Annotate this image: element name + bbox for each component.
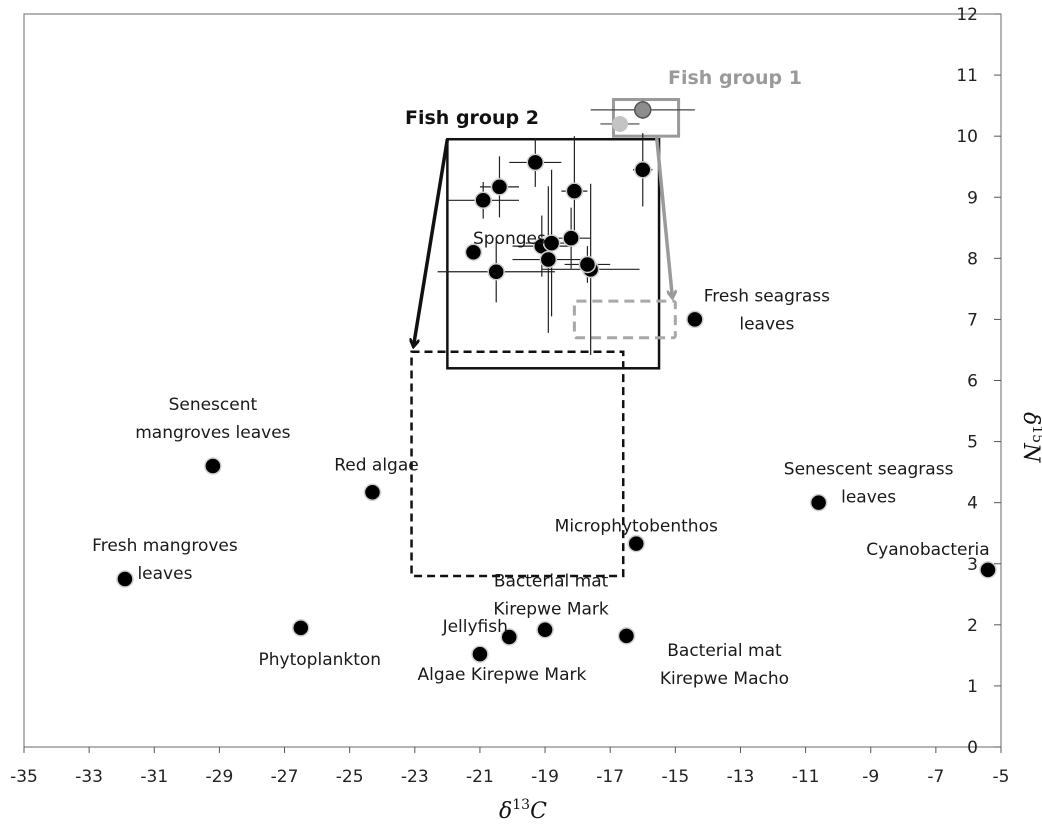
y-tick-label: 11 bbox=[956, 66, 978, 86]
data-points bbox=[116, 101, 997, 663]
source-label-red-algae: Red algae bbox=[334, 455, 419, 475]
source-point-fresh-seagrass-leaves bbox=[686, 310, 704, 329]
source-point-senescent-mangroves-leaves bbox=[204, 457, 222, 475]
x-tick-label: -5 bbox=[993, 767, 1010, 787]
x-tick-label: -11 bbox=[792, 767, 820, 787]
x-tick-label: -7 bbox=[927, 767, 944, 787]
source-label-senescent-mangroves-leaves: Senescent mangroves leaves bbox=[135, 395, 290, 443]
x-tick-label: -31 bbox=[140, 767, 168, 787]
source-label-jellyfish: Jellyfish bbox=[442, 617, 508, 637]
x-tick-label: -33 bbox=[75, 767, 103, 787]
source-label-sponges: Sponges bbox=[473, 229, 546, 249]
y-tick-label: 3 bbox=[967, 555, 978, 575]
x-tick-label: -27 bbox=[271, 767, 299, 787]
y-tick-label: 7 bbox=[967, 310, 978, 330]
fish-group-2-point bbox=[474, 191, 492, 210]
x-tick-label: -19 bbox=[531, 767, 559, 787]
source-label-algae-kirepwe-mark: Algae Kirepwe Mark bbox=[418, 665, 587, 685]
fish-group-1-shift-arrow bbox=[654, 135, 673, 297]
source-point-jellyfish bbox=[500, 628, 518, 646]
y-tick-label: 2 bbox=[967, 616, 978, 636]
plot-frame bbox=[23, 13, 1002, 748]
fish-group-2-point bbox=[562, 229, 580, 247]
x-tick-label: -17 bbox=[596, 767, 624, 787]
y-tick-label: 0 bbox=[967, 738, 978, 758]
fish-group-2-point bbox=[542, 234, 561, 252]
source-point-red-algae bbox=[363, 483, 382, 502]
source-point-bacterial-mat-kirepwe-mark bbox=[536, 620, 554, 639]
source-point-bacterial-mat-kirepwe-macho bbox=[617, 627, 636, 645]
fish-group-1-point bbox=[611, 115, 628, 132]
source-point-algae-kirepwe-mark bbox=[471, 645, 489, 663]
source-point-cyanobacteria bbox=[979, 561, 997, 579]
fish-group-2-point bbox=[539, 250, 558, 269]
source-point-phytoplankton bbox=[292, 619, 310, 637]
fish-group-1-dashed-box bbox=[572, 299, 677, 340]
fish-group-2-point bbox=[578, 255, 597, 274]
source-point-microphytobenthos bbox=[627, 534, 646, 553]
y-tick-label: 4 bbox=[967, 494, 978, 514]
x-tick-label: -23 bbox=[401, 767, 429, 787]
source-point-senescent-seagrass-leaves bbox=[809, 493, 828, 512]
x-tick-label: -13 bbox=[727, 767, 755, 787]
source-label-bacterial-mat-kirepwe-mark: Bacterial mat Kirepwe Mark bbox=[493, 572, 609, 620]
x-tick-label: -9 bbox=[862, 767, 879, 787]
fish-group-1-point bbox=[634, 101, 652, 119]
x-axis-ticks: -35 -33 -31 -29 -27 -25 -23 -21 -19 -17 -15 -13 -11 -… bbox=[10, 747, 1009, 787]
y-tick-label: 8 bbox=[967, 249, 978, 269]
source-label-fresh-mangroves-leaves: Fresh mangroves leaves bbox=[92, 536, 238, 584]
y-tick-label: 1 bbox=[967, 677, 978, 697]
fish-group-2-shift-arrow bbox=[414, 138, 450, 346]
source-label-cyanobacteria: Cyanobacteria bbox=[866, 540, 989, 560]
y-tick-label: 5 bbox=[967, 433, 978, 453]
y-tick-label: 10 bbox=[956, 127, 978, 147]
point-labels: Senescent mangroves leaves Red algae Fresh … bbox=[92, 229, 989, 689]
source-label-phytoplankton: Phytoplankton bbox=[259, 650, 382, 670]
fish-group-2-box bbox=[446, 137, 661, 370]
x-tick-label: -29 bbox=[206, 767, 234, 787]
x-tick-label: -25 bbox=[336, 767, 364, 787]
fish-group-boxes bbox=[410, 98, 681, 578]
source-label-bacterial-mat-kirepwe-macho: Bacterial mat Kirepwe Macho bbox=[660, 641, 789, 689]
fish-group-2-point bbox=[565, 182, 584, 200]
source-label-senescent-seagrass-leaves: Senescent seagrass leaves bbox=[784, 460, 954, 508]
fish-group-2-label: Fish group 2 bbox=[405, 107, 539, 129]
fish-group-2-point bbox=[526, 153, 545, 172]
source-point-fresh-mangroves-leaves bbox=[116, 570, 134, 588]
fish-group-2-point bbox=[634, 161, 652, 179]
x-tick-label: -35 bbox=[10, 767, 38, 787]
x-tick-label: -15 bbox=[661, 767, 689, 787]
fish-group-2-point bbox=[490, 178, 509, 196]
fish-group-2-dashed-box bbox=[410, 350, 625, 578]
y-tick-label: 6 bbox=[967, 372, 978, 392]
y-axis-title: δ15N bbox=[1018, 412, 1042, 463]
y-tick-label: 12 bbox=[956, 5, 978, 25]
source-label-fresh-seagrass-leaves: Fresh seagrass leaves bbox=[704, 286, 830, 334]
fish-group-1-box bbox=[611, 98, 681, 138]
fish-group-1-label: Fish group 1 bbox=[668, 67, 802, 89]
x-tick-label: -21 bbox=[466, 767, 494, 787]
fish-group-2-point bbox=[487, 263, 505, 281]
source-label-microphytobenthos: Microphytobenthos bbox=[555, 517, 718, 537]
y-tick-label: 9 bbox=[967, 188, 978, 208]
source-point-sponges bbox=[464, 243, 483, 261]
x-axis-title: δ13C bbox=[499, 797, 547, 824]
